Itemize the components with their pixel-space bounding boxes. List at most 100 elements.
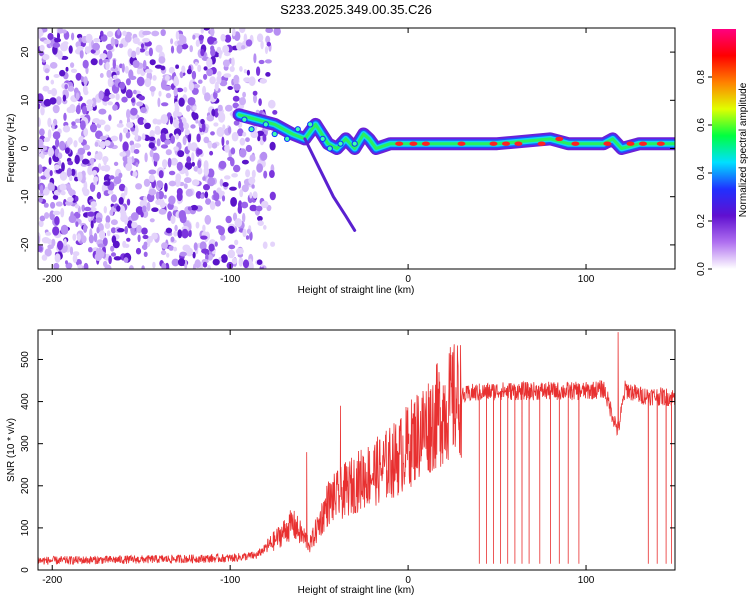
noise-cell — [156, 138, 161, 147]
noise-cell — [38, 220, 44, 228]
noise-cell — [47, 182, 54, 191]
noise-cell — [133, 149, 140, 154]
noise-cell — [40, 106, 45, 116]
noise-cell — [175, 30, 180, 40]
noise-cell — [200, 49, 205, 57]
noise-cell — [249, 204, 258, 212]
noise-cell — [38, 164, 43, 174]
noise-cell — [207, 254, 213, 261]
noise-cell — [215, 225, 223, 230]
noise-cell — [192, 263, 196, 269]
noise-cell — [160, 132, 166, 143]
noise-cell — [216, 75, 222, 84]
noise-cell — [106, 69, 112, 78]
noise-cell — [214, 108, 219, 118]
noise-cell — [168, 180, 177, 187]
noise-cell — [76, 233, 81, 242]
noise-cell — [143, 196, 148, 202]
noise-cell — [239, 66, 243, 72]
noise-cell — [164, 74, 170, 81]
noise-cell — [199, 241, 207, 251]
noise-cell — [110, 135, 119, 142]
noise-cell — [245, 39, 253, 47]
noise-cell — [182, 244, 191, 252]
noise-cell — [222, 45, 230, 54]
noise-cell — [118, 43, 124, 49]
noise-cell — [88, 247, 93, 253]
noise-cell — [248, 176, 256, 185]
noise-cell — [255, 205, 263, 212]
noise-cell — [90, 220, 94, 229]
noise-cell — [78, 37, 83, 43]
noise-cell — [123, 127, 128, 134]
noise-cell — [158, 208, 167, 215]
noise-cell — [136, 68, 141, 75]
noise-cell — [40, 145, 48, 151]
noise-cell — [175, 133, 180, 140]
ridge-peak — [421, 141, 430, 146]
noise-cell — [57, 28, 64, 34]
noise-cell — [65, 260, 68, 265]
noise-cell — [53, 74, 60, 78]
noise-cell — [68, 215, 77, 223]
noise-cell — [225, 140, 230, 145]
noise-cell — [248, 76, 256, 87]
noise-cell — [249, 192, 253, 199]
ridge-peak — [555, 136, 564, 142]
ridge-blob — [262, 121, 269, 128]
noise-cell — [125, 131, 131, 139]
noise-cell — [66, 167, 72, 178]
noise-cell — [107, 101, 113, 106]
noise-cell — [198, 79, 203, 84]
noise-cell — [176, 191, 183, 202]
noise-cell — [108, 114, 112, 121]
noise-cell — [249, 231, 253, 241]
noise-cell — [142, 59, 147, 70]
snr-xlabel: Height of straight line (km) — [298, 585, 415, 596]
noise-cell — [104, 88, 110, 98]
noise-cell — [246, 228, 251, 234]
noise-cell — [171, 258, 180, 267]
noise-cell — [210, 28, 215, 37]
noise-cell — [52, 42, 61, 48]
noise-cell — [53, 37, 62, 43]
noise-cell — [93, 38, 101, 43]
noise-cell — [104, 222, 111, 230]
noise-cell — [197, 64, 202, 73]
noise-cell — [186, 68, 192, 75]
noise-cell — [158, 56, 166, 64]
noise-cell — [170, 215, 176, 225]
noise-cell — [266, 41, 271, 47]
noise-cell — [62, 94, 67, 102]
noise-cell — [172, 119, 180, 128]
noise-cell — [179, 251, 187, 257]
ridge-peak — [639, 141, 647, 146]
noise-cell — [108, 93, 116, 99]
noise-cell — [82, 59, 89, 69]
noise-cell — [222, 182, 229, 187]
noise-cell — [67, 187, 73, 195]
noise-cell — [262, 241, 268, 249]
noise-cell — [72, 254, 78, 263]
noise-cell — [202, 224, 206, 232]
noise-cell — [113, 176, 122, 185]
noise-cell — [76, 45, 84, 51]
noise-cell — [210, 131, 215, 136]
noise-cell — [47, 117, 52, 128]
noise-cell — [92, 42, 100, 51]
noise-cell — [191, 161, 195, 167]
noise-cell — [179, 71, 184, 79]
noise-cell — [76, 104, 81, 115]
noise-cell — [194, 61, 198, 66]
noise-cell — [96, 191, 102, 200]
noise-cell — [151, 30, 160, 37]
noise-cell — [216, 127, 225, 137]
noise-cell — [138, 95, 145, 101]
noise-cell — [110, 227, 117, 234]
noise-cell — [68, 175, 73, 181]
noise-cell — [253, 53, 257, 64]
noise-cell — [148, 174, 155, 183]
noise-cell — [188, 229, 192, 238]
noise-cell — [224, 34, 232, 43]
